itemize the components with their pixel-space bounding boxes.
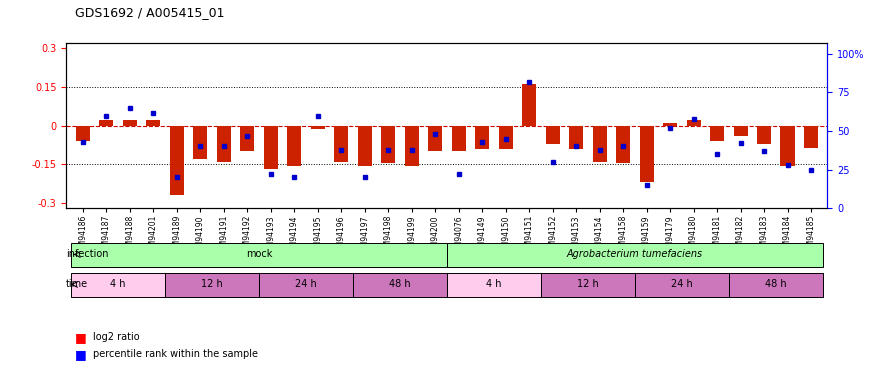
Text: 4 h: 4 h <box>111 279 126 290</box>
Text: ■: ■ <box>75 348 87 361</box>
Bar <box>353 273 447 297</box>
Bar <box>311 126 325 129</box>
Bar <box>451 126 466 152</box>
Bar <box>259 273 353 297</box>
Bar <box>404 126 419 166</box>
Bar <box>99 120 113 126</box>
Bar <box>545 126 559 144</box>
Bar <box>123 120 137 126</box>
Text: mock: mock <box>246 249 273 259</box>
Text: 24 h: 24 h <box>295 279 317 290</box>
Bar <box>335 126 349 162</box>
Bar <box>804 126 818 147</box>
Bar <box>522 84 536 126</box>
Bar <box>165 273 259 297</box>
Bar <box>729 273 823 297</box>
Bar <box>640 126 654 182</box>
Text: 12 h: 12 h <box>201 279 223 290</box>
Bar <box>757 126 771 144</box>
Text: percentile rank within the sample: percentile rank within the sample <box>93 350 258 359</box>
Text: log2 ratio: log2 ratio <box>93 333 140 342</box>
Bar <box>781 126 795 166</box>
Text: 12 h: 12 h <box>577 279 599 290</box>
Bar <box>71 243 447 267</box>
Bar <box>498 126 512 149</box>
Bar <box>687 120 701 126</box>
Text: 24 h: 24 h <box>671 279 693 290</box>
Text: 4 h: 4 h <box>486 279 502 290</box>
Bar <box>288 126 301 166</box>
Bar <box>76 126 90 141</box>
Bar <box>447 243 823 267</box>
Text: 48 h: 48 h <box>765 279 787 290</box>
Bar <box>616 126 630 163</box>
Text: time: time <box>65 279 88 290</box>
Text: ■: ■ <box>75 331 87 344</box>
Bar <box>710 126 724 141</box>
Bar <box>193 126 207 159</box>
Bar <box>71 273 165 297</box>
Bar <box>381 126 396 163</box>
Bar <box>635 273 729 297</box>
Bar <box>240 126 254 152</box>
Text: infection: infection <box>65 249 108 259</box>
Bar <box>569 126 583 149</box>
Bar <box>428 126 442 152</box>
Bar <box>541 273 635 297</box>
Bar <box>170 126 184 195</box>
Bar <box>734 126 748 136</box>
Bar <box>593 126 606 162</box>
Bar <box>217 126 231 162</box>
Text: 48 h: 48 h <box>389 279 411 290</box>
Bar <box>146 120 160 126</box>
Bar <box>264 126 278 170</box>
Bar <box>447 273 541 297</box>
Bar <box>358 126 372 166</box>
Text: Agrobacterium tumefaciens: Agrobacterium tumefaciens <box>566 249 703 259</box>
Text: GDS1692 / A005415_01: GDS1692 / A005415_01 <box>75 6 225 19</box>
Bar <box>475 126 489 149</box>
Bar <box>663 123 677 126</box>
